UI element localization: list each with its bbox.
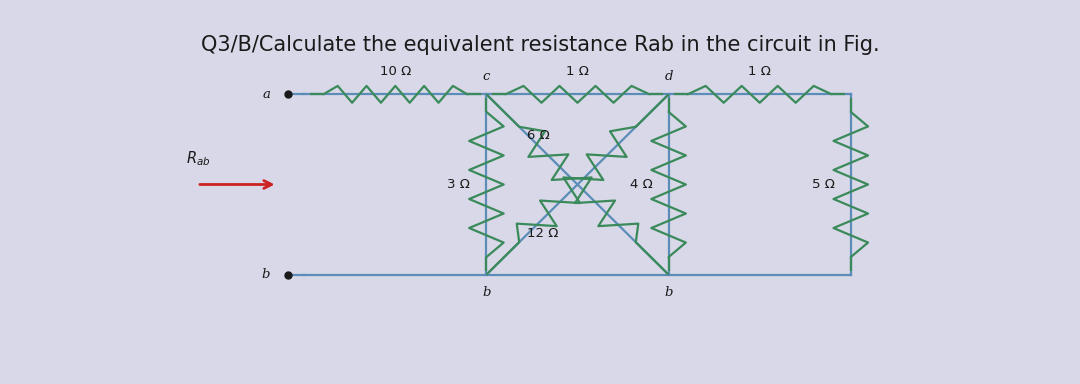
Text: 4 Ω: 4 Ω [630,178,652,191]
Text: 1 Ω: 1 Ω [566,65,589,78]
Text: 3 Ω: 3 Ω [447,178,471,191]
Text: c: c [483,70,490,83]
Text: 1 Ω: 1 Ω [748,65,771,78]
Text: d: d [664,70,673,83]
Text: Q3/B/Calculate the equivalent resistance Rab in the circuit in Fig.: Q3/B/Calculate the equivalent resistance… [201,35,879,55]
Text: 5 Ω: 5 Ω [812,178,835,191]
Text: b: b [261,268,270,281]
Text: 10 Ω: 10 Ω [380,65,411,78]
Text: b: b [482,286,490,299]
Text: b: b [664,286,673,299]
Text: $R_{ab}$: $R_{ab}$ [187,149,211,168]
Text: a: a [262,88,270,101]
Text: 6 Ω: 6 Ω [527,129,550,142]
Text: 12 Ω: 12 Ω [527,227,558,240]
